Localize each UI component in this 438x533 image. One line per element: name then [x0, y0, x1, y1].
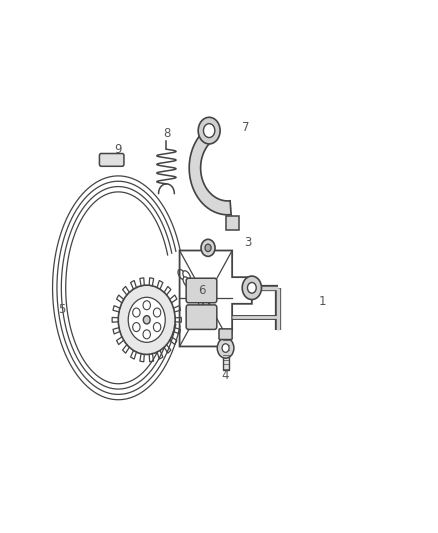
Text: 3: 3 [244, 236, 251, 249]
Text: 5: 5 [58, 303, 65, 316]
Circle shape [128, 297, 165, 342]
FancyBboxPatch shape [186, 305, 217, 329]
Circle shape [133, 308, 140, 317]
Ellipse shape [193, 286, 201, 295]
Ellipse shape [198, 293, 206, 303]
Ellipse shape [178, 270, 186, 279]
FancyBboxPatch shape [219, 329, 232, 340]
Circle shape [153, 322, 161, 332]
Circle shape [201, 239, 215, 256]
Ellipse shape [183, 277, 191, 287]
Ellipse shape [203, 300, 211, 310]
Circle shape [143, 301, 150, 310]
Circle shape [203, 124, 215, 138]
FancyBboxPatch shape [226, 216, 239, 230]
Bar [223, 348, 229, 370]
Circle shape [198, 117, 220, 144]
Circle shape [242, 276, 261, 300]
Circle shape [118, 285, 175, 354]
Circle shape [153, 308, 161, 317]
Text: 8: 8 [163, 127, 170, 140]
Ellipse shape [183, 271, 191, 281]
Text: 4: 4 [222, 369, 230, 382]
Circle shape [217, 338, 234, 358]
Circle shape [133, 322, 140, 332]
Circle shape [247, 282, 256, 293]
Ellipse shape [188, 284, 196, 294]
Text: 1: 1 [318, 295, 326, 308]
Circle shape [205, 244, 211, 252]
Ellipse shape [193, 292, 201, 302]
Text: 6: 6 [198, 284, 205, 297]
Ellipse shape [188, 278, 195, 288]
Circle shape [143, 316, 150, 324]
FancyBboxPatch shape [186, 278, 217, 303]
Ellipse shape [198, 299, 206, 309]
Text: 7: 7 [241, 122, 249, 134]
Circle shape [222, 344, 229, 352]
Circle shape [143, 330, 150, 339]
FancyBboxPatch shape [99, 154, 124, 166]
Polygon shape [189, 127, 231, 215]
Text: 9: 9 [114, 143, 122, 156]
